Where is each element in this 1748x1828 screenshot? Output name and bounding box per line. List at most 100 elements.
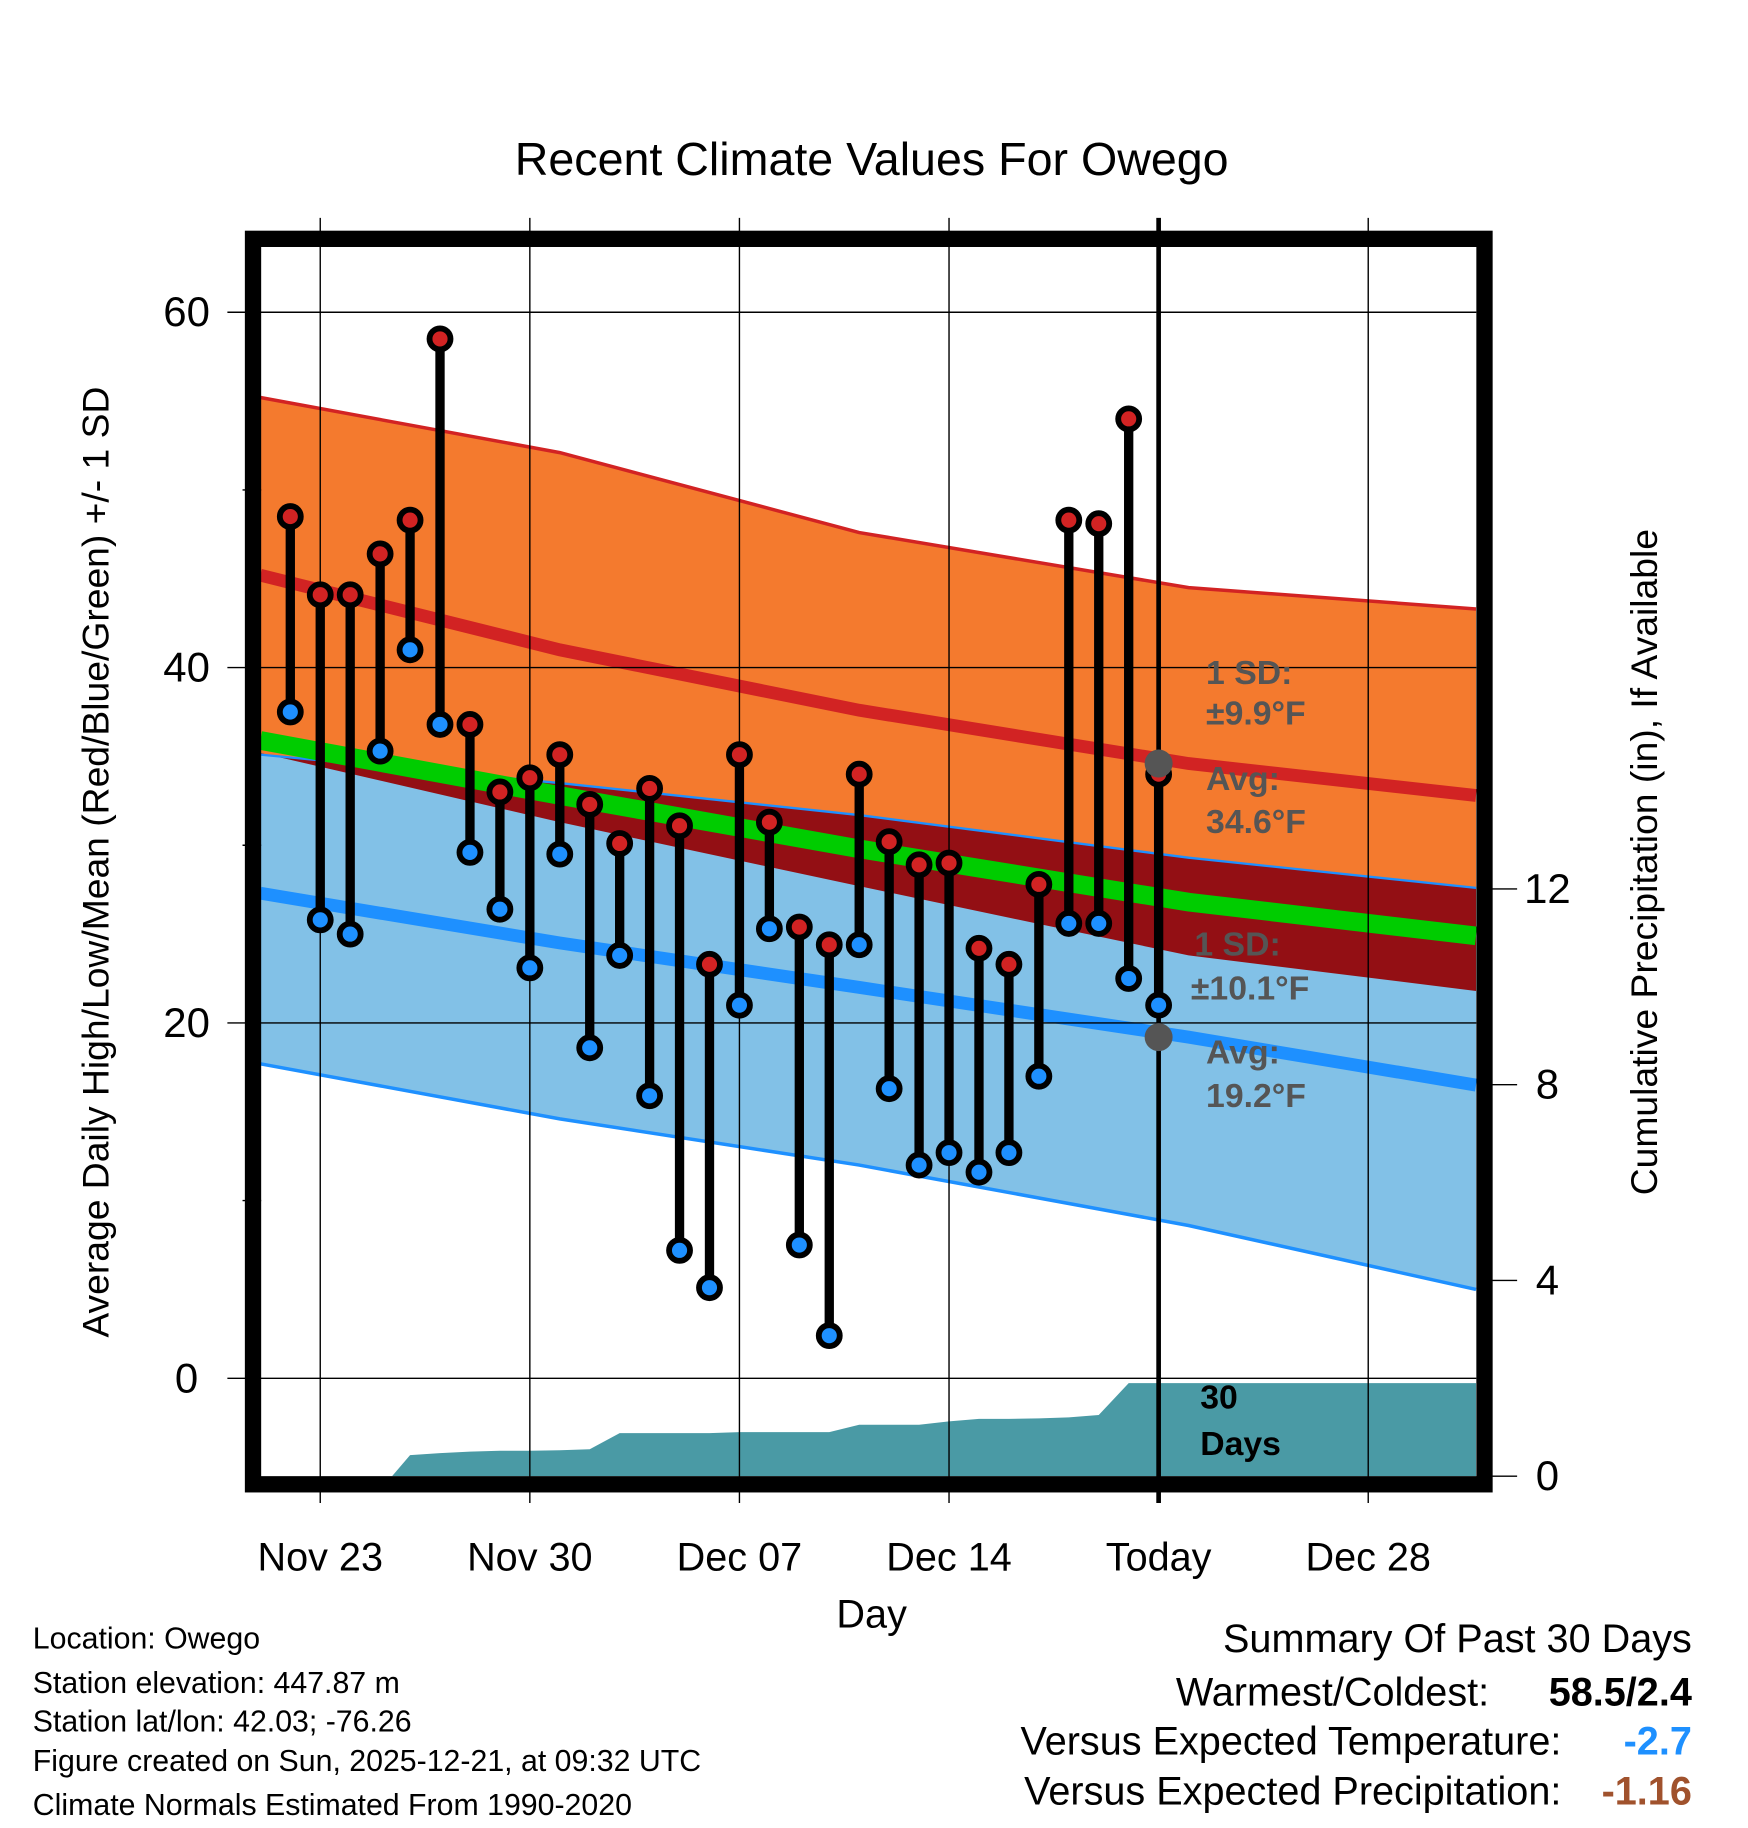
- daily-low-point: [785, 1231, 813, 1259]
- daily-low-point: [486, 895, 514, 923]
- high-upper-line: [260, 395, 1477, 611]
- y-axis-right-label: Cumulative Precipitation (in), If Availa…: [1623, 529, 1665, 1195]
- daily-high-point: [845, 760, 873, 788]
- high-avg-label: Avg:: [1206, 760, 1280, 798]
- footer-normals: Climate Normals Estimated From 1990-2020: [33, 1789, 632, 1822]
- summary-panel: Summary Of Past 30 Days Warmest/Coldest:…: [1020, 1617, 1691, 1814]
- daily-high-point: [1055, 506, 1083, 534]
- footer-location: Location: Owego: [33, 1623, 260, 1656]
- daily-range-29: [1115, 405, 1143, 992]
- daily-low-point: [1085, 910, 1113, 937]
- daily-range-22: [905, 851, 933, 1179]
- daily-range-8: [486, 778, 514, 923]
- summary-warm-cold-value: 58.5/2.4: [1549, 1671, 1692, 1715]
- high-sd-band: [260, 397, 1477, 991]
- daily-range-13: [636, 775, 664, 1110]
- x-tick-label: Dec 14: [886, 1536, 1012, 1580]
- daily-range-11: [576, 790, 604, 1062]
- daily-range-27: [1055, 506, 1083, 937]
- high-avg-marker: [1144, 749, 1173, 778]
- daily-range-16: [726, 741, 753, 1019]
- x-axis-label: Day: [836, 1593, 907, 1637]
- daily-low-point: [306, 906, 334, 934]
- daily-range-10: [546, 741, 574, 868]
- daily-range-21: [875, 828, 903, 1103]
- footer-elevation: Station elevation: 447.87 m: [33, 1667, 400, 1700]
- daily-high-point: [995, 950, 1023, 978]
- chart-title: Recent Climate Values For Owego: [515, 133, 1229, 185]
- summary-temp-value: -2.7: [1624, 1720, 1692, 1764]
- footer-latlon: Station lat/lon: 42.03; -76.26: [33, 1705, 412, 1738]
- daily-range-3: [336, 581, 364, 948]
- low-avg-marker: [1144, 1023, 1173, 1052]
- daily-high-point: [815, 931, 843, 959]
- daily-high-point: [875, 828, 903, 856]
- y-axis-label: Average Daily High/Low/Mean (Red/Blue/Gr…: [75, 387, 117, 1338]
- daily-low-point: [576, 1034, 604, 1062]
- daily-low-point: [755, 915, 783, 943]
- low-avg-label: Avg:: [1206, 1034, 1280, 1072]
- daily-low-point: [696, 1274, 723, 1302]
- daily-low-point: [726, 991, 753, 1019]
- daily-range-14: [666, 812, 693, 1264]
- daily-high-point: [336, 581, 364, 609]
- x-tick-label: Nov 30: [467, 1536, 593, 1580]
- daily-range-17: [755, 808, 783, 943]
- daily-low-point: [366, 737, 394, 765]
- y-right-tick-label: 8: [1536, 1061, 1559, 1108]
- low-sd-value: ±10.1°F: [1191, 970, 1309, 1008]
- daily-range-23: [935, 849, 963, 1167]
- daily-high-point: [546, 741, 574, 769]
- y-tick-label: 0: [175, 1354, 198, 1401]
- daily-range-18: [785, 913, 813, 1259]
- daily-low-point: [1055, 910, 1083, 937]
- footer-created: Figure created on Sun, 2025-12-21, at 09…: [33, 1745, 701, 1778]
- summary-precip-label: Versus Expected Precipitation:: [1024, 1770, 1561, 1814]
- daily-range-15: [696, 950, 723, 1302]
- y-tick-label: 60: [163, 288, 210, 335]
- daily-range-30: [1145, 760, 1173, 1019]
- daily-high-point: [785, 913, 813, 941]
- high-sd-label: 1 SD:: [1206, 654, 1292, 692]
- daily-high-point: [696, 950, 723, 978]
- daily-range-28: [1085, 510, 1113, 937]
- daily-high-point: [276, 503, 304, 530]
- daily-range-7: [456, 711, 484, 866]
- daily-high-point: [486, 778, 514, 806]
- daily-high-point: [1085, 510, 1113, 538]
- daily-high-point: [755, 808, 783, 836]
- summary-warm-cold-label: Warmest/Coldest:: [1176, 1671, 1489, 1715]
- daily-low-point: [276, 698, 304, 726]
- daily-range-4: [366, 540, 394, 765]
- y-tick-label: 20: [163, 999, 210, 1046]
- summary-precip-value: -1.16: [1602, 1770, 1692, 1814]
- daily-low-point: [905, 1151, 933, 1179]
- period-number: 30: [1200, 1379, 1238, 1417]
- x-tick-label: Nov 23: [257, 1536, 383, 1580]
- daily-high-point: [666, 812, 693, 840]
- daily-range-1: [276, 503, 304, 726]
- x-tick-label: Today: [1106, 1536, 1212, 1580]
- daily-low-point: [1145, 991, 1173, 1019]
- daily-low-point: [636, 1082, 664, 1110]
- daily-low-point: [1115, 965, 1143, 992]
- x-tick-label: Dec 28: [1305, 1536, 1431, 1580]
- daily-low-point: [426, 711, 454, 738]
- summary-temp-label: Versus Expected Temperature:: [1020, 1720, 1561, 1764]
- daily-range-6: [426, 325, 454, 738]
- daily-low-point: [606, 942, 634, 969]
- daily-low-point: [845, 931, 873, 959]
- y-right-tick-label: 12: [1524, 865, 1571, 912]
- daily-high-point: [516, 764, 544, 792]
- x-tick-label: Dec 07: [677, 1536, 803, 1580]
- daily-high-point: [396, 506, 424, 534]
- daily-low-point: [935, 1139, 963, 1167]
- daily-high-point: [965, 934, 993, 962]
- daily-low-point: [995, 1139, 1023, 1167]
- daily-low-point: [1025, 1062, 1053, 1090]
- precip-area: [260, 1383, 1477, 1477]
- footer-info: Location: Owego Station elevation: 447.8…: [33, 1623, 701, 1823]
- daily-range-12: [606, 830, 634, 969]
- daily-low-point: [516, 954, 544, 982]
